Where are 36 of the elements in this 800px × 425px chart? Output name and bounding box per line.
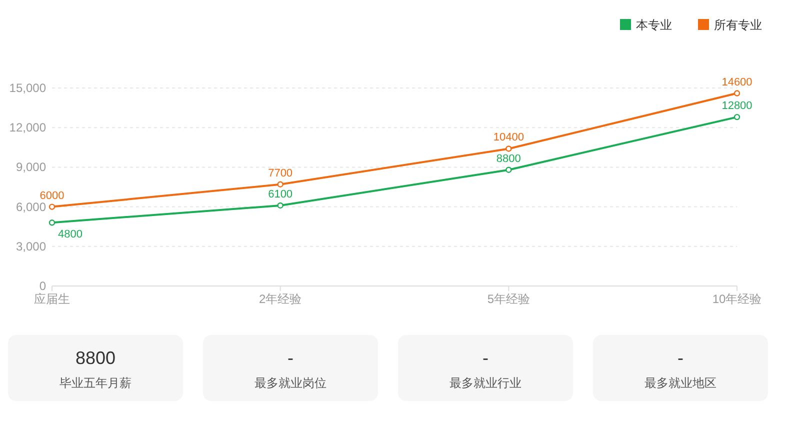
y-tick-label: 3,000 xyxy=(16,239,46,254)
text: - xyxy=(482,348,488,368)
data-label: 12800 xyxy=(722,100,752,112)
x-tick-label: 5年经验 xyxy=(487,292,530,306)
point xyxy=(734,90,740,96)
text: 最多就业地区 xyxy=(644,376,716,390)
y-tick-label: 9,000 xyxy=(16,160,46,174)
legend-label: 所有专业 xyxy=(714,18,762,32)
data-label: 6100 xyxy=(268,188,293,200)
data-label: 8800 xyxy=(496,152,521,165)
point xyxy=(48,204,56,210)
text: - xyxy=(678,348,684,368)
data-label: 4800 xyxy=(58,228,82,241)
data-label: 10400 xyxy=(493,132,524,144)
point xyxy=(506,166,512,173)
point xyxy=(48,220,56,226)
y-tick-label: 12,000 xyxy=(9,120,46,135)
y-tick-label: 0 xyxy=(39,279,46,293)
y-tick-label: 15,000 xyxy=(9,81,46,95)
point xyxy=(734,114,740,120)
text: - xyxy=(288,348,294,368)
point xyxy=(277,181,284,188)
data-label: 7700 xyxy=(268,167,293,180)
x-tick-label: 2年经验 xyxy=(258,292,302,306)
text: 毕业五年月薪 xyxy=(60,376,132,390)
text: 最多就业岗位 xyxy=(254,376,326,390)
text: 最多就业行业 xyxy=(450,376,522,390)
data-label: 6000 xyxy=(40,190,64,202)
text: 8800 xyxy=(75,348,116,368)
point xyxy=(506,146,512,152)
y-tick-label: 6,000 xyxy=(16,200,46,214)
x-tick-label: 应届生 xyxy=(34,292,70,306)
legend-label: 本专业 xyxy=(636,18,672,32)
point xyxy=(277,202,284,209)
x-tick-label: 10年经验 xyxy=(712,292,762,306)
data-label: 14600 xyxy=(722,76,752,88)
